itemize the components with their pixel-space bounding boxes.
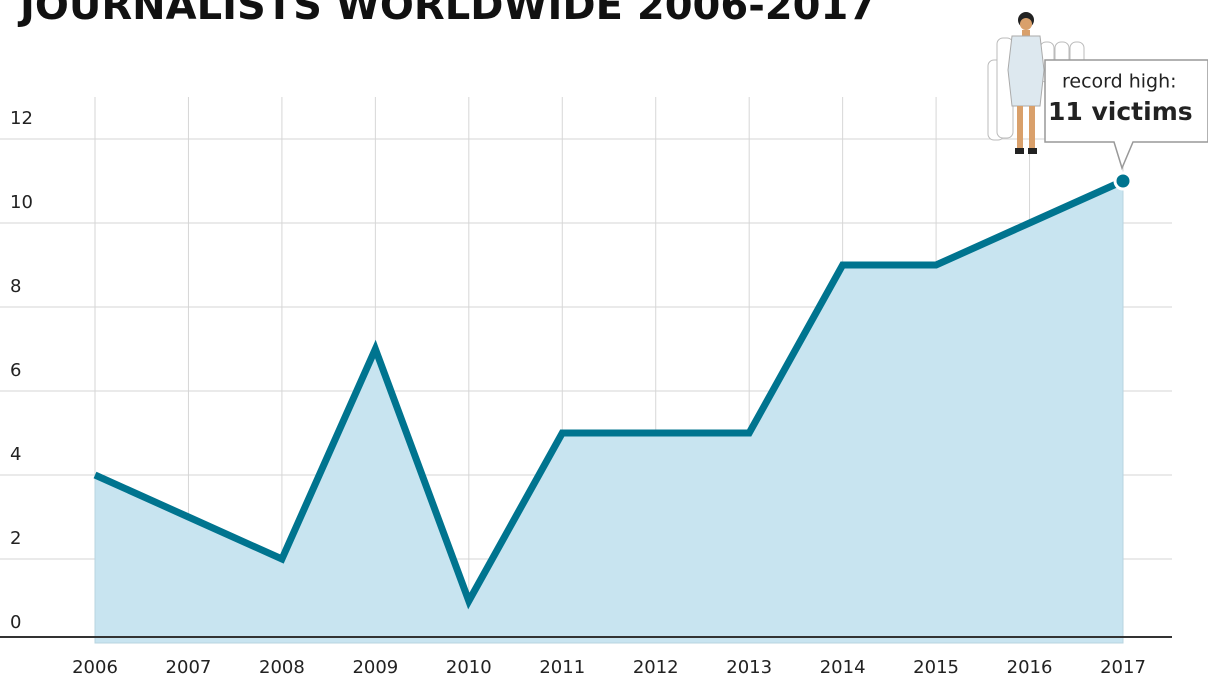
end-dot [1113,171,1133,191]
x-tick-label: 2012 [633,657,679,678]
y-tick-label: 12 [10,108,33,129]
x-tick-label: 2006 [72,657,118,678]
x-tick-label: 2017 [1100,657,1146,678]
y-tick-label: 4 [10,444,21,465]
x-tick-label: 2011 [539,657,585,678]
y-tick-label: 8 [10,276,21,297]
x-tick-label: 2013 [726,657,772,678]
x-tick-label: 2010 [446,657,492,678]
y-tick-label: 6 [10,360,21,381]
x-tick-label: 2007 [166,657,212,678]
y-tick-label: 2 [10,528,21,549]
y-tick-label: 0 [10,612,21,633]
line [93,177,1125,610]
x-tick-label: 2009 [352,657,398,678]
y-tick-label: 10 [10,192,33,213]
annotation: record high: [1062,71,1177,93]
callout-box [1044,59,1208,171]
chart-title: JOURNALISTS WORLDWIDE 2006-2017 [17,0,876,29]
person-icon [987,12,1085,154]
x-tick-label: 2016 [1007,657,1053,678]
x-tick-label: 2008 [259,657,305,678]
x-tick-label: 2014 [820,657,866,678]
annotation: 11 victims [1048,97,1193,126]
x-tick-label: 2015 [913,657,959,678]
